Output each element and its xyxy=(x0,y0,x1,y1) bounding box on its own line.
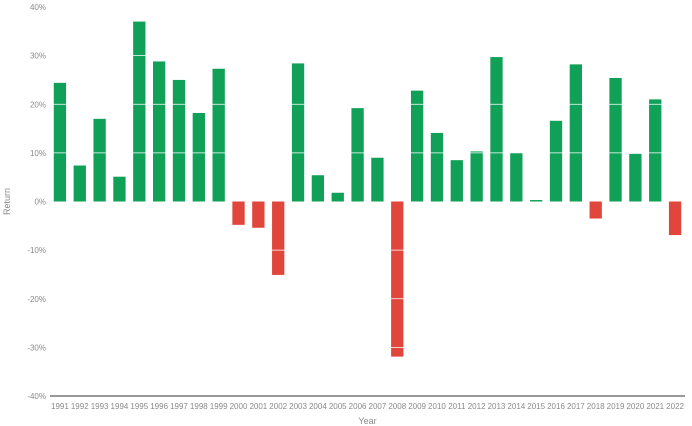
bar-2018 xyxy=(589,201,602,219)
x-tick-label: 1997 xyxy=(170,402,188,411)
x-tick-label: 1995 xyxy=(130,402,148,411)
x-tick-label: 2003 xyxy=(289,402,307,411)
y-tick-label: -40% xyxy=(27,392,46,401)
x-tick-label: 2010 xyxy=(428,402,446,411)
bar-1994 xyxy=(113,176,126,202)
x-tick-label: 2016 xyxy=(547,402,565,411)
x-tick-label: 2000 xyxy=(230,402,248,411)
x-tick-label: 2013 xyxy=(488,402,506,411)
bar-1998 xyxy=(192,113,205,202)
bar-2001 xyxy=(252,201,265,228)
y-tick-label: 0% xyxy=(34,198,46,207)
x-axis-label: Year xyxy=(358,416,376,426)
y-axis-label: Return xyxy=(2,188,12,215)
x-tick-label: 2014 xyxy=(507,402,525,411)
bar-2016 xyxy=(549,120,563,202)
x-tick-label: 2005 xyxy=(329,402,347,411)
bar-2006 xyxy=(351,108,364,202)
bar-2002 xyxy=(272,201,285,275)
bar-2000 xyxy=(232,201,245,225)
bar-1995 xyxy=(133,21,146,202)
bar-2005 xyxy=(331,192,344,202)
bar-2011 xyxy=(450,160,463,202)
x-tick-label: 2008 xyxy=(388,402,406,411)
x-tick-label: 2006 xyxy=(349,402,367,411)
x-tick-label: 1991 xyxy=(51,402,69,411)
y-tick-label: 10% xyxy=(30,149,46,158)
y-axis-ticks: 40% 30% 20% 10% 0% -10% -20% -30% -40% xyxy=(27,3,46,401)
x-tick-label: 1993 xyxy=(91,402,109,411)
x-tick-label: 2017 xyxy=(567,402,585,411)
bar-2004 xyxy=(311,175,325,202)
y-tick-label: 30% xyxy=(30,52,46,61)
y-tick-label: 20% xyxy=(30,100,46,109)
bar-2017 xyxy=(569,64,583,202)
x-tick-label: 2001 xyxy=(249,402,267,411)
bar-2021 xyxy=(649,99,662,202)
x-tick-label: 1998 xyxy=(190,402,208,411)
x-tick-label: 2021 xyxy=(646,402,664,411)
bar-2012 xyxy=(470,151,483,202)
bar-2009 xyxy=(410,90,424,202)
x-tick-label: 2009 xyxy=(408,402,426,411)
bar-1999 xyxy=(212,68,225,202)
bar-1993 xyxy=(93,118,106,202)
x-axis-ticks: 1991 1992 1993 1994 1995 1996 1997 1998 1999 2000… xyxy=(51,402,685,411)
x-tick-label: 2015 xyxy=(527,402,545,411)
y-tick-label: -10% xyxy=(27,246,46,255)
x-tick-label: 2007 xyxy=(369,402,387,411)
bar-2003 xyxy=(291,63,305,202)
bar-1991 xyxy=(53,82,67,202)
y-tick-label: 40% xyxy=(30,3,46,12)
x-tick-label: 2002 xyxy=(269,402,287,411)
bar-2008 xyxy=(391,201,404,357)
bar-2007 xyxy=(371,157,384,202)
bar-1996 xyxy=(152,61,166,202)
x-tick-label: 2018 xyxy=(587,402,605,411)
x-tick-label: 1992 xyxy=(71,402,89,411)
y-tick-label: -20% xyxy=(27,295,46,304)
x-tick-label: 1999 xyxy=(210,402,228,411)
x-tick-label: 2020 xyxy=(626,402,644,411)
x-tick-label: 2022 xyxy=(666,402,684,411)
bar-1992 xyxy=(73,165,86,202)
bar-1997 xyxy=(172,79,186,202)
y-tick-label: -30% xyxy=(27,343,46,352)
bar-2013 xyxy=(490,57,503,202)
x-tick-label: 1994 xyxy=(111,402,129,411)
x-tick-label: 2012 xyxy=(468,402,486,411)
bar-2010 xyxy=(430,132,444,202)
bar-2020 xyxy=(629,153,642,202)
bar-2015 xyxy=(530,200,543,202)
bar-2019 xyxy=(609,77,622,202)
x-tick-label: 2011 xyxy=(448,402,466,411)
x-tick-label: 2004 xyxy=(309,402,327,411)
bar-2022 xyxy=(668,201,682,236)
x-tick-label: 2019 xyxy=(607,402,625,411)
x-tick-label: 1996 xyxy=(150,402,168,411)
bar-2014 xyxy=(510,152,523,202)
bars xyxy=(50,6,685,397)
